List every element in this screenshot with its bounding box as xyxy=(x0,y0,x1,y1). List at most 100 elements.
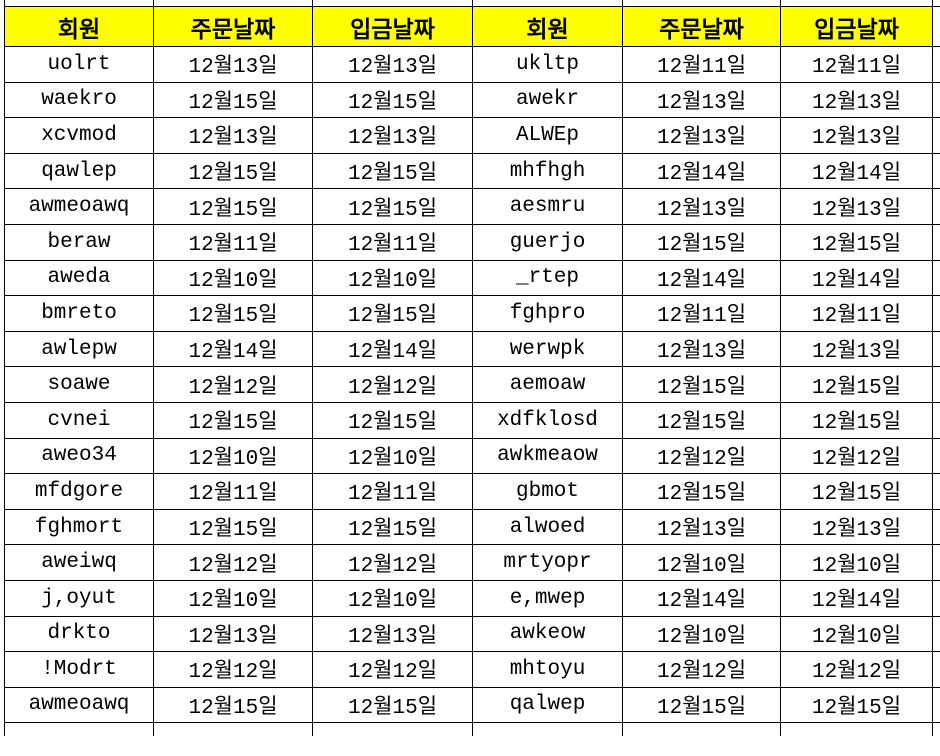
deposit-date-cell[interactable]: 12월13일 xyxy=(780,81,933,119)
deposit-date-cell[interactable]: 12월15일 xyxy=(312,686,473,724)
member-cell[interactable]: guerjo xyxy=(472,223,623,261)
header-order-date-right[interactable]: 주문날짜 xyxy=(622,6,781,47)
deposit-date-cell[interactable]: 12월15일 xyxy=(780,473,933,510)
order-date-cell[interactable]: 12월15일 xyxy=(153,508,313,546)
member-cell[interactable]: xdfklosd xyxy=(472,401,623,439)
order-date-cell[interactable]: 12월10일 xyxy=(622,615,781,653)
order-date-cell[interactable]: 12월10일 xyxy=(622,544,781,581)
deposit-date-cell[interactable]: 12월13일 xyxy=(312,46,473,83)
order-date-cell[interactable]: 12월13일 xyxy=(622,81,781,119)
order-date-cell[interactable]: 12월11일 xyxy=(622,295,781,332)
deposit-date-cell[interactable]: 12월12일 xyxy=(312,544,473,581)
member-cell[interactable]: aweda xyxy=(4,259,154,297)
deposit-date-cell[interactable]: 12월12일 xyxy=(780,651,933,688)
member-cell[interactable]: beraw xyxy=(4,223,154,261)
member-cell[interactable]: aesmru xyxy=(472,188,623,225)
header-member-right[interactable]: 회원 xyxy=(472,6,623,47)
order-date-cell[interactable]: 12월13일 xyxy=(622,188,781,225)
member-cell[interactable]: fghmort xyxy=(4,508,154,546)
deposit-date-cell[interactable]: 12월15일 xyxy=(312,152,473,190)
order-date-cell[interactable]: 12월12일 xyxy=(153,544,313,581)
member-cell[interactable]: mhfhgh xyxy=(472,152,623,190)
order-date-cell[interactable]: 12월14일 xyxy=(622,579,781,617)
header-member-left[interactable]: 회원 xyxy=(4,6,154,47)
order-date-cell[interactable]: 12월11일 xyxy=(622,46,781,83)
order-date-cell[interactable]: 12월12일 xyxy=(622,651,781,688)
deposit-date-cell[interactable]: 12월12일 xyxy=(312,651,473,688)
order-date-cell[interactable]: 12월13일 xyxy=(153,117,313,154)
order-date-cell[interactable]: 12월13일 xyxy=(622,330,781,368)
header-deposit-date-left[interactable]: 입금날짜 xyxy=(312,6,473,47)
member-cell[interactable]: werwpk xyxy=(472,330,623,368)
order-date-cell[interactable]: 12월12일 xyxy=(153,366,313,403)
member-cell[interactable]: cvnei xyxy=(4,401,154,439)
member-cell[interactable]: aemoaw xyxy=(472,366,623,403)
deposit-date-cell[interactable]: 12월15일 xyxy=(780,223,933,261)
member-cell[interactable]: j,oyut xyxy=(4,579,154,617)
member-cell[interactable]: fghpro xyxy=(472,295,623,332)
deposit-date-cell[interactable]: 12월13일 xyxy=(780,330,933,368)
order-date-cell[interactable]: 12월13일 xyxy=(622,117,781,154)
header-deposit-date-right[interactable]: 입금날짜 xyxy=(780,6,933,47)
member-cell[interactable]: awmeoawq xyxy=(4,188,154,225)
order-date-cell[interactable]: 12월14일 xyxy=(622,152,781,190)
member-cell[interactable]: awkmeaow xyxy=(472,437,623,475)
order-date-cell[interactable]: 12월15일 xyxy=(622,223,781,261)
member-cell[interactable]: alwoed xyxy=(472,508,623,546)
order-date-cell[interactable]: 12월11일 xyxy=(153,473,313,510)
order-date-cell[interactable]: 12월15일 xyxy=(153,401,313,439)
header-order-date-left[interactable]: 주문날짜 xyxy=(153,6,313,47)
order-date-cell[interactable]: 12월15일 xyxy=(153,81,313,119)
order-date-cell[interactable]: 12월14일 xyxy=(153,330,313,368)
member-cell[interactable]: _rtep xyxy=(472,259,623,297)
member-cell[interactable]: awmeoawq xyxy=(4,686,154,724)
deposit-date-cell[interactable]: 12월15일 xyxy=(780,366,933,403)
member-cell[interactable]: soawe xyxy=(4,366,154,403)
order-date-cell[interactable]: 12월14일 xyxy=(622,259,781,297)
member-cell[interactable]: bmreto xyxy=(4,295,154,332)
deposit-date-cell[interactable]: 12월15일 xyxy=(312,188,473,225)
order-date-cell[interactable]: 12월11일 xyxy=(153,223,313,261)
member-cell[interactable]: mfdgore xyxy=(4,473,154,510)
deposit-date-cell[interactable]: 12월13일 xyxy=(312,117,473,154)
order-date-cell[interactable]: 12월15일 xyxy=(622,686,781,724)
order-date-cell[interactable]: 12월15일 xyxy=(153,295,313,332)
order-date-cell[interactable]: 12월12일 xyxy=(622,437,781,475)
member-cell[interactable]: qalwep xyxy=(472,686,623,724)
member-cell[interactable]: awkeow xyxy=(472,615,623,653)
member-cell[interactable]: mrtyopr xyxy=(472,544,623,581)
order-date-cell[interactable]: 12월10일 xyxy=(153,259,313,297)
order-date-cell[interactable]: 12월15일 xyxy=(622,401,781,439)
deposit-date-cell[interactable]: 12월14일 xyxy=(780,579,933,617)
deposit-date-cell[interactable]: 12월15일 xyxy=(780,401,933,439)
order-date-cell[interactable]: 12월15일 xyxy=(153,188,313,225)
order-date-cell[interactable]: 12월10일 xyxy=(153,579,313,617)
member-cell[interactable]: awekr xyxy=(472,81,623,119)
member-cell[interactable]: gbmot xyxy=(472,473,623,510)
member-cell[interactable]: waekro xyxy=(4,81,154,119)
deposit-date-cell[interactable]: 12월14일 xyxy=(780,152,933,190)
member-cell[interactable]: uolrt xyxy=(4,46,154,83)
order-date-cell[interactable]: 12월15일 xyxy=(622,473,781,510)
deposit-date-cell[interactable]: 12월15일 xyxy=(780,686,933,724)
deposit-date-cell[interactable]: 12월13일 xyxy=(780,117,933,154)
deposit-date-cell[interactable]: 12월15일 xyxy=(312,81,473,119)
deposit-date-cell[interactable]: 12월13일 xyxy=(312,615,473,653)
deposit-date-cell[interactable]: 12월12일 xyxy=(312,366,473,403)
member-cell[interactable]: aweiwq xyxy=(4,544,154,581)
deposit-date-cell[interactable]: 12월13일 xyxy=(780,188,933,225)
deposit-date-cell[interactable]: 12월10일 xyxy=(780,615,933,653)
member-cell[interactable]: qawlep xyxy=(4,152,154,190)
member-cell[interactable]: drkto xyxy=(4,615,154,653)
order-date-cell[interactable]: 12월13일 xyxy=(153,615,313,653)
deposit-date-cell[interactable]: 12월13일 xyxy=(780,508,933,546)
deposit-date-cell[interactable]: 12월14일 xyxy=(780,259,933,297)
member-cell[interactable]: e,mwep xyxy=(472,579,623,617)
member-cell[interactable]: xcvmod xyxy=(4,117,154,154)
deposit-date-cell[interactable]: 12월11일 xyxy=(312,223,473,261)
order-date-cell[interactable]: 12월13일 xyxy=(153,46,313,83)
deposit-date-cell[interactable]: 12월11일 xyxy=(780,46,933,83)
deposit-date-cell[interactable]: 12월10일 xyxy=(312,579,473,617)
deposit-date-cell[interactable]: 12월11일 xyxy=(780,295,933,332)
deposit-date-cell[interactable]: 12월11일 xyxy=(312,473,473,510)
